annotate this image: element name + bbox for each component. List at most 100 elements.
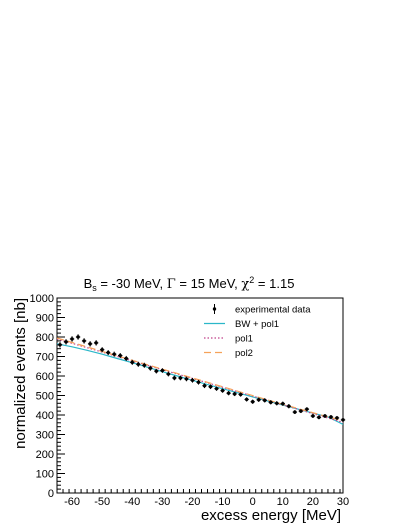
point-marker <box>287 404 291 408</box>
data-point <box>69 336 75 342</box>
point-marker <box>196 380 201 384</box>
point-marker <box>341 418 345 422</box>
point-marker <box>142 363 147 367</box>
point-marker <box>112 352 116 356</box>
data-point <box>154 368 159 374</box>
data-point <box>130 359 135 365</box>
point-marker <box>100 347 104 352</box>
point-marker <box>166 372 171 376</box>
legend-label: pol2 <box>235 348 253 359</box>
data-point <box>286 404 292 409</box>
data-point <box>310 414 316 418</box>
y-tick-label: 400 <box>36 410 54 422</box>
plot-frame <box>56 297 344 494</box>
data-point <box>178 375 183 381</box>
plot-area <box>56 297 344 494</box>
point-marker <box>82 339 86 343</box>
point-marker <box>220 388 225 393</box>
legend-marker <box>212 307 217 311</box>
data-point <box>160 368 165 373</box>
point-marker <box>263 398 267 403</box>
point-marker <box>269 400 273 405</box>
point-marker <box>148 366 153 370</box>
data-point <box>214 386 219 391</box>
data-point <box>75 334 81 340</box>
point-marker <box>160 368 165 373</box>
data-point <box>172 375 177 381</box>
point-marker <box>124 356 128 361</box>
data-point <box>316 415 322 420</box>
data-point <box>87 341 93 347</box>
data-point <box>93 340 99 346</box>
legend-label: BW + pol1 <box>235 319 279 330</box>
point-marker <box>136 362 140 366</box>
point-marker <box>257 398 261 402</box>
data-point <box>280 401 285 406</box>
point-marker <box>244 397 249 402</box>
point-marker <box>178 376 183 380</box>
point-marker <box>275 401 279 405</box>
legend-label: pol1 <box>235 334 253 345</box>
x-tick-label: 10 <box>277 496 289 508</box>
point-marker <box>118 353 122 358</box>
data-point <box>63 339 69 345</box>
data-point <box>81 338 87 344</box>
data-point <box>142 362 147 368</box>
point-marker <box>190 378 195 382</box>
legend-entry: pol2 <box>204 348 253 359</box>
y-axis-label: normalized events [nb] <box>12 298 29 449</box>
point-marker <box>329 415 333 419</box>
data-point <box>57 342 63 348</box>
data-point <box>196 379 201 385</box>
data-point <box>244 397 249 402</box>
data-point <box>124 355 129 361</box>
point-marker <box>317 415 321 420</box>
point-marker <box>299 409 303 413</box>
data-point <box>256 397 261 402</box>
point-marker <box>70 337 74 341</box>
data-point <box>250 399 255 404</box>
legend-label: experimental data <box>235 305 311 316</box>
point-marker <box>323 414 327 418</box>
point-marker <box>64 340 68 344</box>
data-point <box>112 351 117 357</box>
series-pol2 <box>56 337 344 422</box>
legend-entry: BW + pol1 <box>204 319 279 330</box>
data-point <box>268 400 273 405</box>
x-tick-label: -50 <box>94 496 110 508</box>
data-point <box>262 398 267 403</box>
point-marker <box>172 376 177 380</box>
x-axis: -60 -50 -40 -30 -20 -10 0 10 20 30 <box>56 489 349 508</box>
x-tick-label: 30 <box>337 496 349 508</box>
data-point <box>328 415 334 419</box>
y-axis: 0 100 200 300 400 500 600 700 800 900 1000 <box>30 293 65 500</box>
x-tick-label: -20 <box>185 496 201 508</box>
x-tick-label: -60 <box>64 496 80 508</box>
x-tick-label: 0 <box>250 496 256 508</box>
y-tick-label: 800 <box>36 332 54 344</box>
data-point <box>238 392 243 397</box>
data-point <box>298 409 304 414</box>
y-tick-label: 200 <box>36 449 54 461</box>
data-point <box>136 361 141 367</box>
point-marker <box>238 392 243 397</box>
data-point <box>105 350 111 356</box>
data-point <box>304 407 310 412</box>
series-pol1 <box>56 338 344 423</box>
point-marker <box>106 350 110 355</box>
point-marker <box>311 414 315 418</box>
point-marker <box>94 341 98 345</box>
y-tick-label: 1000 <box>30 293 54 305</box>
data-point <box>292 410 298 415</box>
data-point <box>190 377 195 383</box>
point-marker <box>305 407 309 411</box>
x-axis-label: excess energy [MeV] <box>201 507 341 524</box>
x-tick-label: -30 <box>154 496 170 508</box>
legend-entry: pol1 <box>204 334 253 345</box>
point-marker <box>58 343 62 347</box>
data-point <box>202 383 207 389</box>
point-marker <box>76 335 80 339</box>
point-marker <box>88 342 92 346</box>
point-marker <box>184 377 189 381</box>
